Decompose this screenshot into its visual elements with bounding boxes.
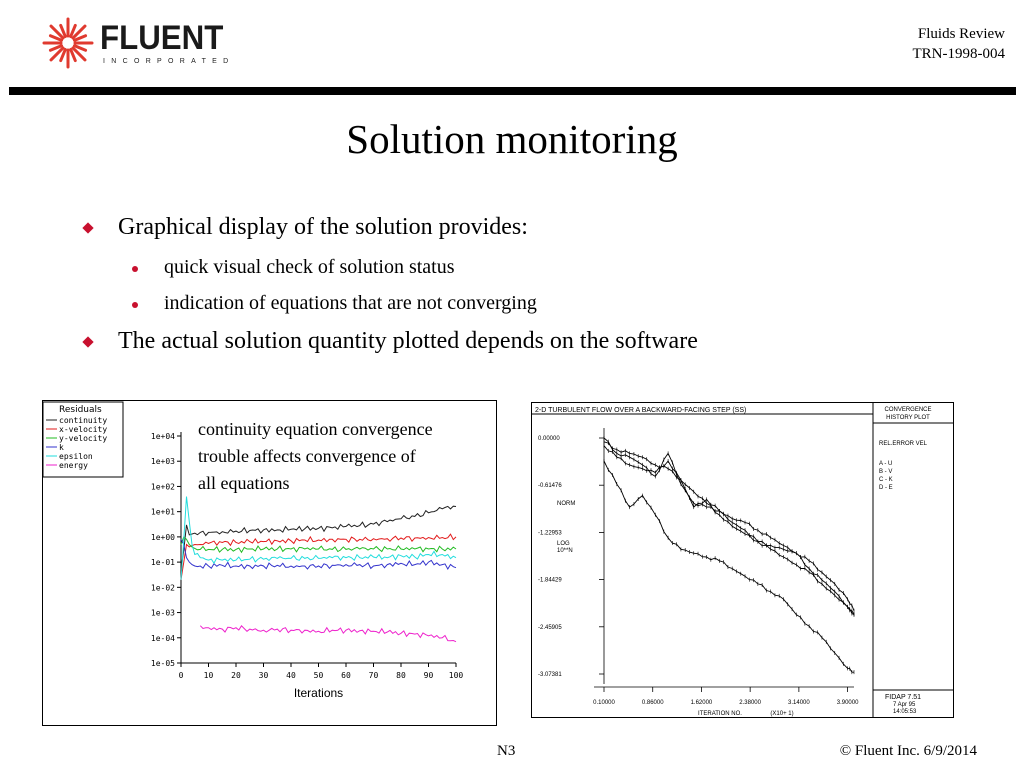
y-tick-label: 1e-05 xyxy=(151,659,175,668)
slide-number: N3 xyxy=(497,743,516,759)
fidap-footer-line: 14:05:53 xyxy=(893,709,917,715)
y-tick-label: 1e+03 xyxy=(151,457,175,466)
dot-bullet-icon xyxy=(132,266,138,272)
diamond-bullet-icon xyxy=(82,222,94,234)
fidap-footer-line: 7 Apr 95 xyxy=(893,702,916,708)
conv-series-B xyxy=(603,445,855,615)
y-tick-label: 1e+04 xyxy=(151,432,175,441)
y-tick-label: -1.22953 xyxy=(538,530,562,536)
slide-title: Solution monitoring xyxy=(346,116,678,162)
conv-chart-title: 2-D TURBULENT FLOW OVER A BACKWARD-FACIN… xyxy=(535,407,746,414)
diamond-bullet-icon xyxy=(82,336,94,348)
x-tick-label: 90 xyxy=(424,671,434,680)
x-axis-label: ITERATION NO. xyxy=(698,711,742,717)
x-tick-label: 40 xyxy=(286,671,296,680)
chart-annotation: continuity equation convergence trouble … xyxy=(198,416,433,497)
side-legend-entry: A - U xyxy=(879,461,892,467)
annotation-line-1: continuity equation convergence xyxy=(198,419,433,439)
y-tick-label: 1e+02 xyxy=(151,482,175,491)
header-rule xyxy=(9,87,1016,95)
x-tick-label: 0 xyxy=(179,671,184,680)
y-tick-label: 1e-02 xyxy=(151,583,175,592)
bullet-1-text: Graphical display of the solution provid… xyxy=(118,214,528,240)
legend-entry: k xyxy=(59,443,64,452)
residuals-chart-panel: Residuals continuity x-velocity y-velocity k… xyxy=(42,400,497,726)
legend-entry: continuity xyxy=(59,416,107,425)
y-label-log: LOG xyxy=(557,541,570,547)
y-tick-label: -1.84429 xyxy=(538,578,562,584)
copyright: © Fluent Inc. 6/9/2014 xyxy=(839,743,977,759)
y-tick-label: -2.45905 xyxy=(538,625,562,631)
x-axis-label: Iterations xyxy=(294,686,343,700)
series-line-y-velocity xyxy=(180,536,457,554)
bullet-2-text: The actual solution quantity plotted dep… xyxy=(118,328,698,354)
annotation-line-3: all equations xyxy=(198,473,290,493)
legend-entry: x-velocity xyxy=(59,425,107,434)
x-tick-label: 2.38000 xyxy=(739,700,761,706)
side-title-line-1: CONVERGENCE xyxy=(884,407,931,413)
x-tick-label: 100 xyxy=(449,671,464,680)
convergence-history-chart: 2-D TURBULENT FLOW OVER A BACKWARD-FACIN… xyxy=(532,403,953,717)
side-legend-entry: C - K xyxy=(879,477,893,483)
series-line-epsilon xyxy=(180,496,457,580)
x-tick-label: 50 xyxy=(314,671,324,680)
fidap-footer-line: FIDAP 7.51 xyxy=(885,694,921,701)
side-legend-entry: B - V xyxy=(879,469,892,475)
x-tick-label: 30 xyxy=(259,671,269,680)
residuals-chart: Residualscontinuityx-velocityy-velocityk… xyxy=(43,401,464,700)
y-label-exp: 10**N xyxy=(557,548,573,554)
x-tick-label: 60 xyxy=(341,671,351,680)
sub-bullet-1-text: quick visual check of solution status xyxy=(164,256,455,278)
conv-series-D xyxy=(603,460,854,673)
x-tick-label: 0.86000 xyxy=(642,700,664,706)
annotation-line-2: trouble affects convergence of xyxy=(198,446,416,466)
sub-bullet-2-text: indication of equations that are not con… xyxy=(164,292,537,314)
y-tick-label: 1e+01 xyxy=(151,508,175,517)
legend-entry: y-velocity xyxy=(59,434,107,443)
dot-bullet-icon xyxy=(132,302,138,308)
x-tick-label: 0.10000 xyxy=(593,700,615,706)
x-tick-label: 20 xyxy=(231,671,241,680)
side-title-line-2: HISTORY PLOT xyxy=(886,415,930,421)
side-legend-entry: D - E xyxy=(879,485,893,491)
conv-series-A xyxy=(603,437,855,611)
side-subtitle: REL.ERROR VEL xyxy=(879,441,928,447)
series-line-energy xyxy=(199,625,457,643)
header-course: Fluids Review xyxy=(917,26,1005,42)
legend-entry: energy xyxy=(59,461,88,470)
logo-subtitle: INCORPORATED xyxy=(103,58,235,65)
x-tick-label: 1.62000 xyxy=(691,700,713,706)
y-tick-label: 0.00000 xyxy=(538,436,560,442)
series-line-continuity xyxy=(180,505,457,570)
fluent-logo: FLUENT INCORPORATED xyxy=(42,17,235,69)
convergence-history-panel: 2-D TURBULENT FLOW OVER A BACKWARD-FACIN… xyxy=(531,402,954,718)
x-axis-scale-label: (X10+ 1) xyxy=(770,711,793,717)
x-tick-label: 70 xyxy=(369,671,379,680)
conv-series-C xyxy=(603,441,855,615)
x-tick-label: 10 xyxy=(204,671,214,680)
legend-title: Residuals xyxy=(59,405,102,415)
series-line-k xyxy=(180,539,457,571)
x-tick-label: 3.90000 xyxy=(837,700,859,706)
y-tick-label: 1e-01 xyxy=(151,558,175,567)
y-tick-label: -3.07381 xyxy=(538,672,562,678)
y-label-norm: NORM xyxy=(557,501,575,507)
y-tick-label: 1e-04 xyxy=(151,634,175,643)
fluent-starburst-icon xyxy=(42,17,94,69)
header-code: TRN-1998-004 xyxy=(912,46,1006,62)
logo-wordmark: FLUENT xyxy=(100,19,224,57)
y-tick-label: 1e-03 xyxy=(151,609,175,618)
y-tick-label: 1e+00 xyxy=(151,533,175,542)
legend-entry: epsilon xyxy=(59,452,93,461)
header-reference: Fluids Review TRN-1998-004 xyxy=(913,24,1006,64)
y-tick-label: -0.61476 xyxy=(538,483,562,489)
series-line-x-velocity xyxy=(180,533,457,580)
x-tick-label: 3.14000 xyxy=(788,700,810,706)
x-tick-label: 80 xyxy=(396,671,406,680)
